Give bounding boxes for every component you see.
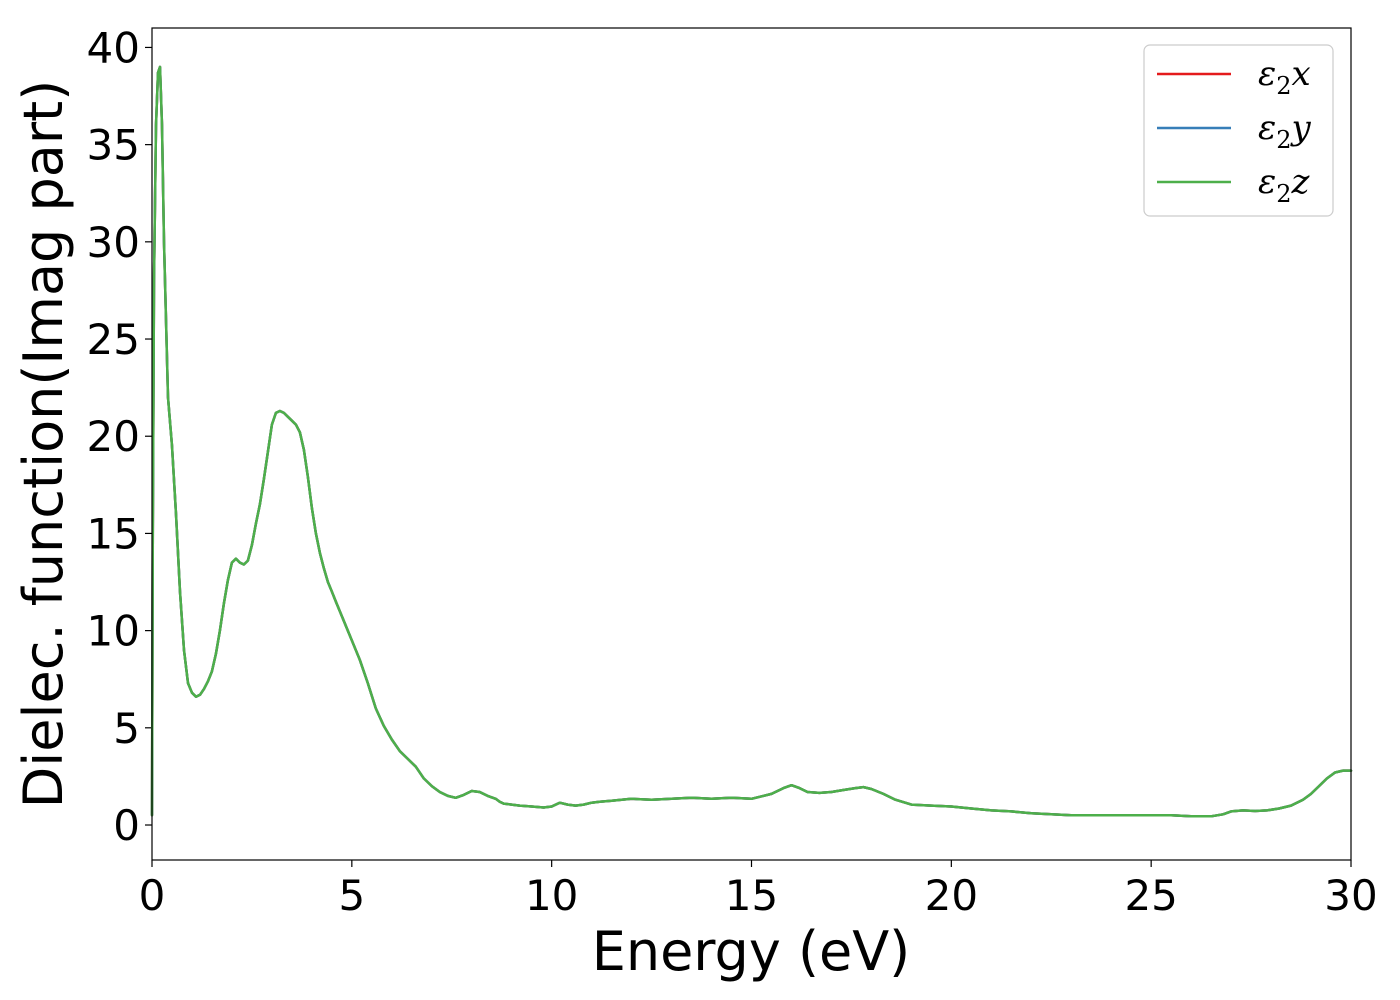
y-tick-label: 25 bbox=[87, 315, 140, 364]
x-tick-label: 20 bbox=[925, 871, 978, 920]
y-tick-label: 0 bbox=[113, 801, 140, 850]
series-line-z bbox=[150, 65, 1353, 818]
y-tick-label: 20 bbox=[87, 412, 140, 461]
x-tick-label: 30 bbox=[1324, 871, 1377, 920]
y-axis-title: Dielec. function(Imag part) bbox=[12, 80, 75, 809]
y-tick-label: 5 bbox=[113, 704, 140, 753]
y-tick-label: 10 bbox=[87, 607, 140, 656]
x-axis-title: Energy (eV) bbox=[592, 920, 911, 983]
plot-frame bbox=[151, 27, 1352, 861]
y-tick-label: 30 bbox=[87, 218, 140, 267]
x-tick-label: 15 bbox=[725, 871, 778, 920]
axis-ticks: 0 5 10 15 20 25 30 0 5 10 15 20 25 30 35 40 bbox=[87, 23, 1378, 920]
legend: ε2x ε2y ε2z bbox=[1143, 44, 1334, 217]
x-tick-label: 5 bbox=[338, 871, 365, 920]
legend-label-y: ε2y bbox=[1258, 108, 1312, 154]
x-tick-label: 0 bbox=[139, 871, 166, 920]
x-tick-label: 25 bbox=[1124, 871, 1177, 920]
y-tick-label: 15 bbox=[87, 509, 140, 558]
series-layer bbox=[150, 65, 1353, 818]
x-tick-label: 10 bbox=[525, 871, 578, 920]
y-tick-label: 35 bbox=[87, 121, 140, 170]
legend-label-x: ε2x bbox=[1258, 54, 1311, 100]
y-tick-label: 40 bbox=[87, 23, 140, 72]
legend-label-z: ε2z bbox=[1258, 162, 1311, 208]
legend-box bbox=[1143, 44, 1334, 217]
